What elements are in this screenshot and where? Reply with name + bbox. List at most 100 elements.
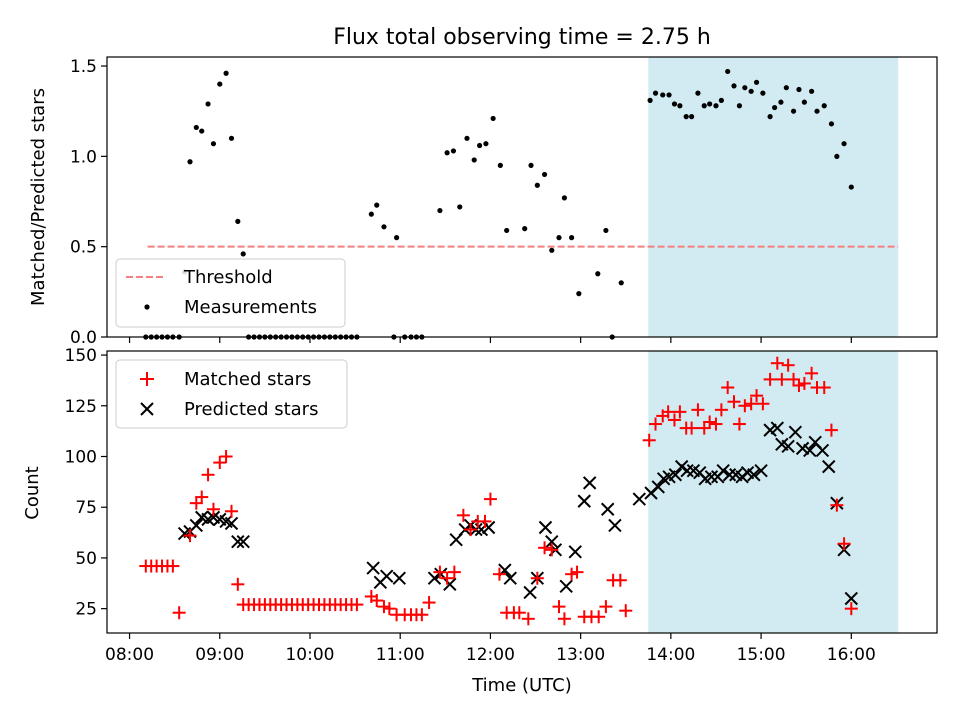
matched-star-point (775, 372, 789, 386)
measurement-point (187, 159, 193, 165)
matched-star-point (697, 421, 711, 435)
measurement-point (647, 97, 653, 103)
predicted-star-point (680, 463, 694, 478)
matched-star-point (703, 415, 717, 429)
predicted-star-point (231, 534, 245, 549)
chart-title: Flux total observing time = 2.75 h (333, 25, 711, 50)
ratio-panel-ticks: 0.0 0.5 1.0 1.5 (70, 57, 852, 348)
matched-star-point (538, 541, 552, 555)
x-tick-label: 09:00 (195, 645, 244, 665)
predicted-star-point (844, 591, 859, 606)
matched-star-point (787, 372, 801, 386)
predicted-star-point (582, 476, 597, 490)
ratio-legend-box (115, 258, 346, 328)
matched-star-point (521, 612, 535, 626)
measurement-point (834, 153, 840, 159)
matched-star-point (792, 378, 806, 392)
measurement-point (381, 224, 387, 230)
predicted-star-point (668, 468, 683, 482)
measurement-point (772, 104, 778, 111)
measurement-point (828, 121, 835, 127)
x-tick-label: 10:00 (285, 645, 334, 665)
measurement-point (660, 92, 666, 98)
predicted-star-point (632, 492, 646, 506)
predicted-star-point (568, 545, 582, 559)
ratio-ytick-label: 1.0 (70, 147, 97, 167)
predicted-star-point (722, 468, 737, 482)
matched-star-point (770, 356, 784, 370)
measurement-point (666, 92, 672, 98)
predicted-star-point (608, 518, 622, 533)
measurement-point (841, 141, 847, 147)
measurement-point (457, 204, 463, 210)
predicted-star-point (716, 463, 730, 478)
matched-star-point (492, 567, 506, 581)
observing-span-shade (648, 351, 899, 633)
matched-star-point (382, 602, 396, 616)
measurement-point (725, 68, 731, 75)
x-tick-label: 12:00 (466, 645, 515, 665)
matched-star-point (570, 565, 584, 579)
measurement-point (778, 99, 784, 105)
matched-star-point (661, 405, 675, 419)
matched-star-point (797, 376, 811, 390)
measurement-point (368, 211, 374, 217)
matched-star-point (219, 449, 233, 463)
legend-predicted-swatch (140, 402, 154, 416)
predicted-star-point (427, 571, 442, 585)
matched-star-point (837, 537, 851, 551)
matched-star-point (464, 523, 478, 537)
measurement-point (240, 251, 246, 257)
matched-star-point (557, 612, 571, 626)
matched-star-point (512, 606, 526, 620)
measurement-point (497, 162, 503, 168)
measurement-point (193, 124, 199, 131)
measurement-point (561, 195, 568, 201)
predicted-star-point (503, 571, 517, 585)
measurement-points (143, 68, 854, 340)
matched-star-point (744, 397, 758, 411)
measurement-point (556, 235, 562, 241)
measurement-point (217, 81, 223, 87)
predicted-star-point (559, 579, 573, 594)
measurement-point (783, 85, 789, 91)
predicted-star-point (577, 494, 591, 508)
measurement-point (742, 85, 748, 91)
matched-star-point (673, 405, 687, 419)
measurement-point (753, 79, 760, 85)
measurement-point (595, 271, 601, 277)
measurement-point (652, 90, 659, 96)
matched-star-point (649, 417, 663, 431)
matched-star-point (750, 389, 764, 403)
predicted-star-point (545, 534, 559, 549)
legend-matched-swatch (140, 372, 154, 386)
measurement-point (796, 86, 802, 93)
matched-star-point (350, 598, 364, 612)
count-panel: 25 50 75 100 125 150 08:00 09:00 10:00 11:00 12:00… (22, 346, 938, 696)
matched-star-point (370, 594, 384, 608)
count-ytick-label: 125 (65, 397, 97, 417)
measurement-point (701, 103, 707, 109)
matched-star-point (685, 421, 699, 435)
predicted-star-point (189, 518, 204, 533)
measurement-point (695, 90, 701, 96)
matched-star-point (456, 508, 470, 522)
matched-star-point (440, 571, 454, 585)
measurement-point (683, 114, 689, 120)
measurement-point (528, 162, 534, 168)
matched-star-point (830, 498, 844, 512)
matched-star-point (213, 456, 227, 470)
x-axis-label: Time (UTC) (471, 675, 572, 696)
matched-star-point (642, 433, 656, 447)
measurement-point (790, 108, 797, 114)
measurement-point (464, 135, 470, 141)
matched-star-point (763, 372, 777, 386)
predicted-star-point (754, 463, 768, 478)
matched-star-point (619, 604, 633, 618)
measurement-point (483, 141, 489, 147)
count-ytick-label: 100 (65, 447, 97, 467)
ratio-panel-frame (106, 56, 938, 338)
predicted-star-point (224, 516, 239, 531)
matched-star-point (225, 504, 238, 518)
